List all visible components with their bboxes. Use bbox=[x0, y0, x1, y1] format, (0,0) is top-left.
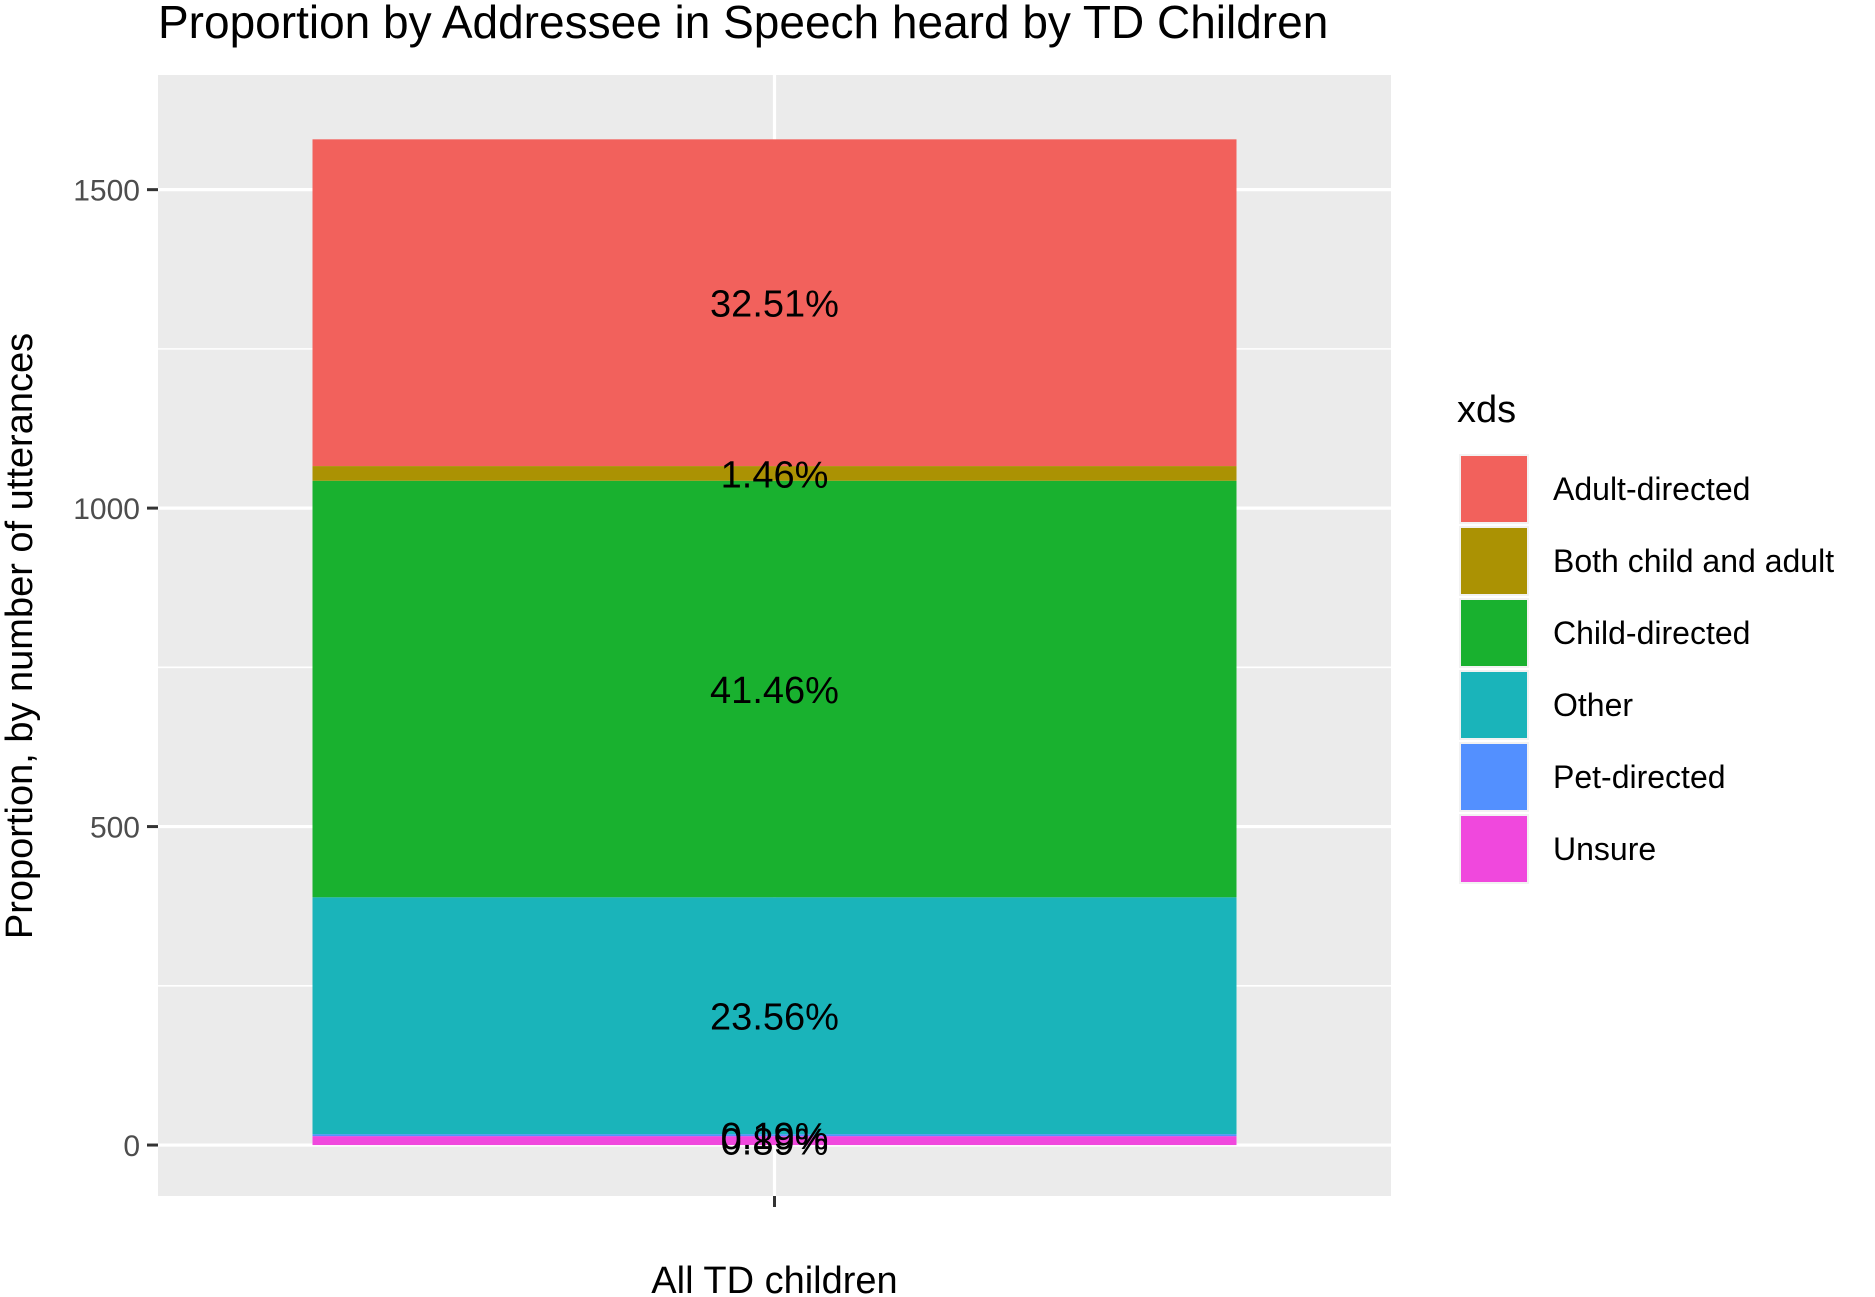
legend-swatch-child-directed bbox=[1461, 600, 1527, 666]
legend-label: Pet-directed bbox=[1553, 759, 1726, 795]
data-label: 1.46% bbox=[721, 454, 829, 496]
y-tick-label: 0 bbox=[123, 1130, 140, 1163]
data-label: 32.51% bbox=[710, 284, 839, 326]
x-axis: All TD children bbox=[651, 1196, 898, 1297]
legend-label: Other bbox=[1553, 687, 1633, 723]
y-tick-label: 1500 bbox=[73, 175, 140, 208]
legend-swatch-adult-directed bbox=[1461, 456, 1527, 522]
bar-segment-pet-directed bbox=[312, 1134, 1237, 1137]
bar-segment-adult-directed bbox=[312, 139, 1237, 467]
y-axis-label: Proportion, by number of utterances bbox=[0, 333, 41, 939]
y-tick-label: 1000 bbox=[73, 493, 140, 526]
legend: xds Adult-directed Both child and adult Ch… bbox=[1457, 389, 1834, 884]
bar-segment-both-child-and-adult bbox=[312, 466, 1237, 481]
data-label: 41.46% bbox=[710, 670, 839, 712]
data-label: 0.89% bbox=[721, 1122, 829, 1164]
data-label: 23.56% bbox=[710, 997, 839, 1039]
legend-label: Child-directed bbox=[1553, 615, 1750, 651]
y-axis: 0 500 1000 1500 bbox=[73, 175, 158, 1163]
legend-swatch-other bbox=[1461, 672, 1527, 738]
legend-swatch-pet-directed bbox=[1461, 744, 1527, 810]
legend-swatch-both-child-and-adult bbox=[1461, 528, 1527, 594]
chart-title: Proportion by Addressee in Speech heard … bbox=[158, 0, 1328, 48]
bar-segment-child-directed bbox=[312, 480, 1237, 898]
legend-label: Adult-directed bbox=[1553, 471, 1750, 507]
legend-label: Both child and adult bbox=[1553, 543, 1834, 579]
y-tick-label: 500 bbox=[90, 812, 140, 845]
data-label: 0.19% bbox=[721, 1116, 829, 1158]
legend-title: xds bbox=[1457, 389, 1516, 431]
legend-swatch-unsure bbox=[1461, 816, 1527, 882]
bar-data-labels: 0.89%0.19% 23.56% 41.46% 1.46% 32.51% bbox=[710, 284, 839, 1164]
x-tick-label: All TD children bbox=[651, 1260, 897, 1297]
legend-label: Unsure bbox=[1553, 831, 1656, 867]
bar-segment-other bbox=[312, 897, 1237, 1135]
bar-stack bbox=[312, 139, 1237, 1146]
bar-segment-unsure bbox=[312, 1136, 1237, 1146]
